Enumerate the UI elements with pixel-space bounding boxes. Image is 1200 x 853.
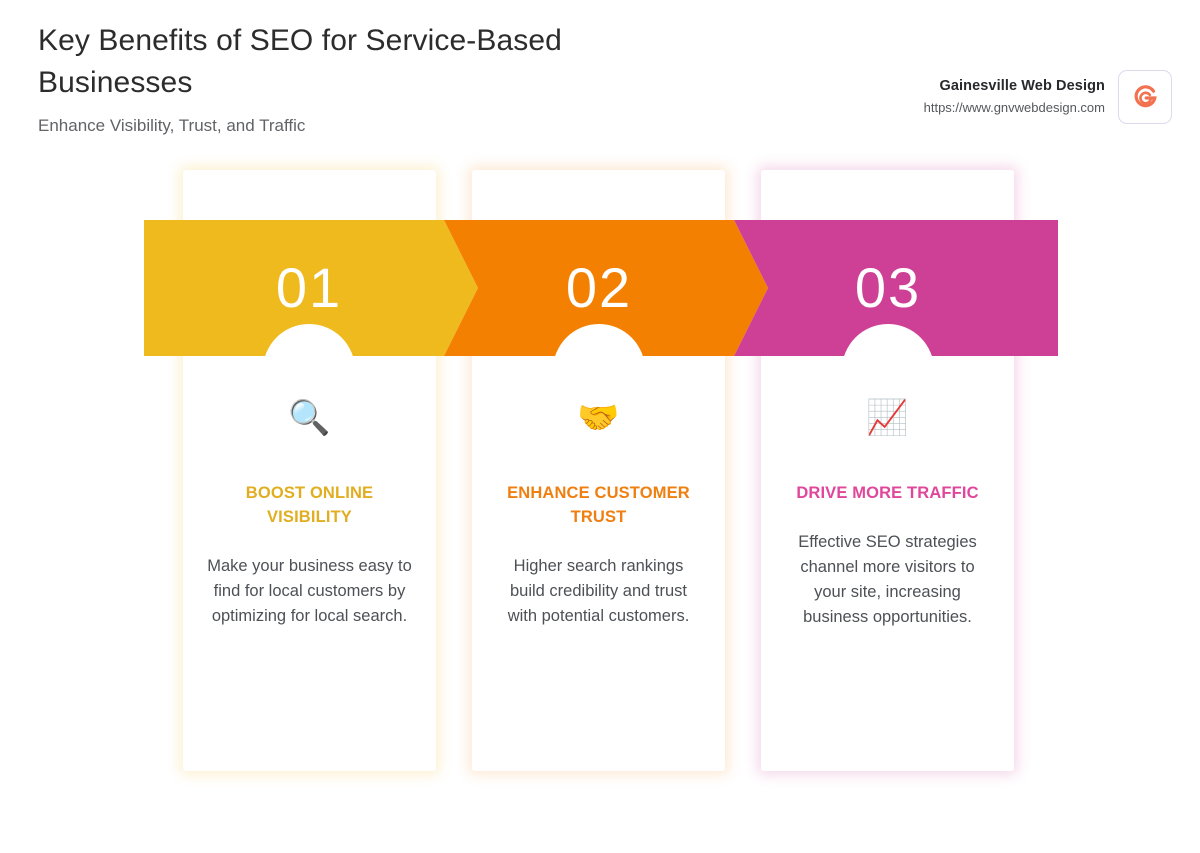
page-subtitle: Enhance Visibility, Trust, and Traffic	[38, 116, 306, 135]
chart-increasing-icon: 📈	[866, 399, 909, 437]
card-body: Make your business easy to find for loca…	[207, 557, 412, 625]
card-body: Higher search rankings build credibility…	[507, 557, 690, 625]
title-block: Key Benefits of SEO for Service-Based Bu…	[38, 20, 678, 137]
card-content: 🤝 ENHANCE CUSTOMER TRUST Higher search r…	[472, 396, 725, 629]
card-heading: ENHANCE CUSTOMER TRUST	[507, 484, 690, 526]
banner-numbers: 01 02 03	[144, 220, 1058, 356]
brand-url[interactable]: https://www.gnvwebdesign.com	[923, 100, 1105, 115]
card-heading: DRIVE MORE TRAFFIC	[796, 484, 979, 502]
header: Key Benefits of SEO for Service-Based Bu…	[0, 0, 1200, 150]
page-title: Key Benefits of SEO for Service-Based Bu…	[38, 24, 562, 99]
chevron-segment-1	[144, 220, 478, 356]
card-body: Effective SEO strategies channel more vi…	[798, 533, 977, 626]
step-number-3: 03	[854, 256, 922, 319]
chevron-banner: 01 02 03	[144, 220, 1058, 356]
brand-logo	[1118, 70, 1172, 124]
brand-text: Gainesville Web Design https://www.gnvwe…	[924, 77, 1105, 117]
gnv-spiral-g-logo-icon	[1134, 85, 1157, 108]
card-content: 🔍 BOOST ONLINE VISIBILITY Make your busi…	[183, 396, 436, 629]
handshake-icon: 🤝	[577, 399, 620, 437]
magnifying-glass-icon: 🔍	[288, 399, 331, 437]
step-number-1: 01	[275, 256, 343, 319]
brand-name: Gainesville Web Design	[939, 78, 1105, 94]
card-content: 📈 DRIVE MORE TRAFFIC Effective SEO strat…	[761, 396, 1014, 630]
chevron-segment-2	[444, 220, 768, 356]
brand-block: Gainesville Web Design https://www.gnvwe…	[924, 70, 1172, 124]
chevron-banner-shapes	[144, 220, 1058, 356]
step-number-2: 02	[565, 256, 633, 319]
card-heading: BOOST ONLINE VISIBILITY	[245, 484, 374, 526]
chevron-segment-3	[734, 220, 1058, 356]
